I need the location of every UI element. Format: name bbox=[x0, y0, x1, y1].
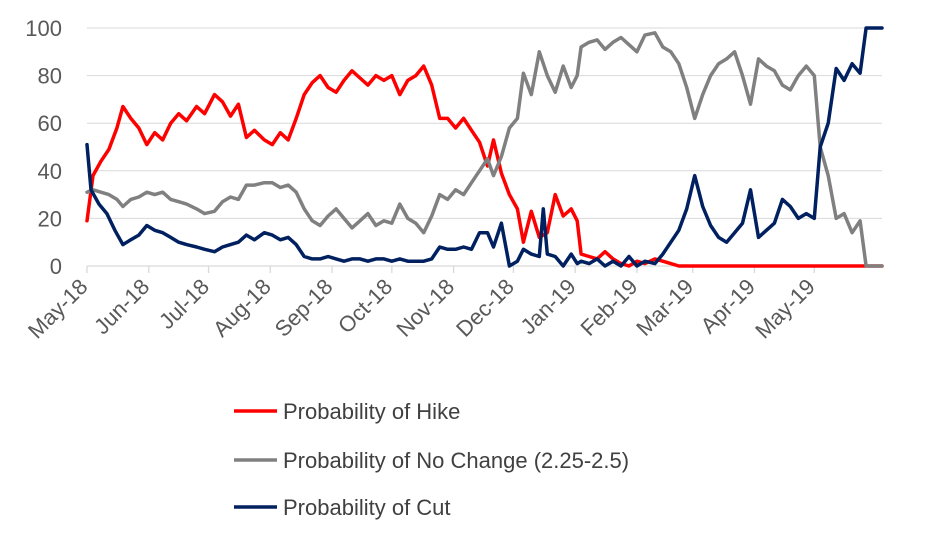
x-tick-label: Feb-19 bbox=[575, 274, 642, 341]
legend-label: Probability of Cut bbox=[283, 495, 451, 520]
y-tick-label: 60 bbox=[38, 111, 62, 136]
x-tick-label: Apr-19 bbox=[696, 274, 760, 338]
y-axis: 0 20 40 60 80 100 bbox=[25, 16, 62, 279]
y-tick-label: 100 bbox=[25, 16, 62, 41]
x-tick-label: Jul-18 bbox=[154, 274, 214, 334]
legend-label: Probability of Hike bbox=[283, 399, 460, 424]
x-tick-label: Aug-18 bbox=[208, 274, 276, 342]
series-line-3 bbox=[85, 26, 884, 268]
x-tick-label: Nov-18 bbox=[391, 274, 459, 342]
y-tick-label: 80 bbox=[38, 64, 62, 89]
y-tick-label: 0 bbox=[50, 254, 62, 279]
y-tick-label: 40 bbox=[38, 159, 62, 184]
series-line-2 bbox=[85, 31, 884, 268]
legend: Probability of Hike Probability of No Cha… bbox=[234, 399, 629, 520]
legend-label: Probability of No Change (2.25-2.5) bbox=[283, 448, 629, 473]
x-tick-label: May-19 bbox=[750, 274, 820, 344]
x-tick-label: Sep-18 bbox=[270, 274, 338, 342]
gridlines bbox=[87, 27, 882, 219]
x-tick-label: May-18 bbox=[23, 274, 93, 344]
x-tick-label: Dec-18 bbox=[451, 274, 519, 342]
series-lines bbox=[85, 26, 884, 268]
x-tick-label: Oct-18 bbox=[333, 274, 397, 338]
x-tick-label: Mar-19 bbox=[631, 274, 698, 341]
x-tick-label: Jun-18 bbox=[89, 274, 154, 339]
y-tick-label: 20 bbox=[38, 206, 62, 231]
x-tick-label: Jan-19 bbox=[515, 274, 580, 339]
